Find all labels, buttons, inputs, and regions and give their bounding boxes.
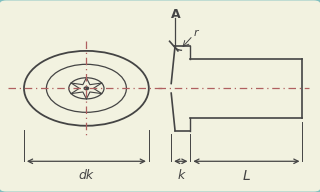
Text: A: A bbox=[171, 8, 180, 21]
Text: k: k bbox=[177, 169, 184, 182]
Text: dk: dk bbox=[79, 169, 94, 182]
Circle shape bbox=[84, 87, 89, 90]
Text: L: L bbox=[243, 169, 250, 183]
Text: r: r bbox=[194, 28, 198, 38]
